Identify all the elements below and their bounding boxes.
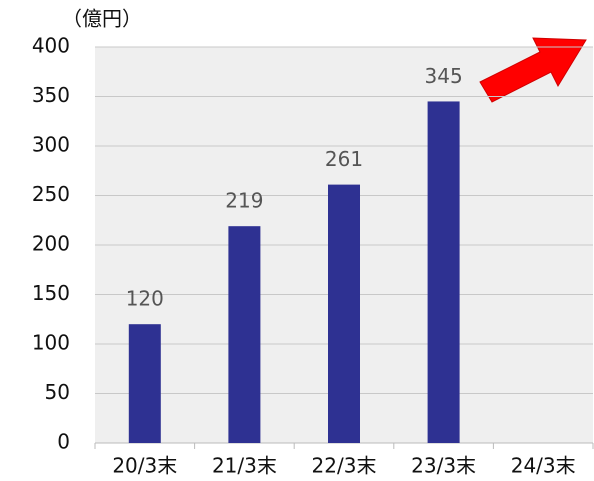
- y-tick-label: 150: [32, 281, 70, 305]
- bar: [128, 324, 161, 443]
- bar: [328, 184, 360, 444]
- bar: [427, 101, 460, 443]
- y-axis-label: （億円）: [62, 7, 142, 31]
- value-label: 219: [225, 189, 263, 213]
- y-tick-label: 200: [32, 232, 70, 256]
- value-label: 120: [126, 287, 164, 311]
- value-label: 345: [425, 64, 463, 88]
- y-tick-label: 50: [45, 380, 70, 404]
- y-tick-label: 0: [57, 430, 70, 454]
- bar: [228, 226, 261, 443]
- y-tick-label: 250: [32, 182, 70, 206]
- y-tick-label: 400: [32, 34, 70, 58]
- x-tick-label: 23/3末: [411, 454, 476, 478]
- x-tick-label: 21/3末: [212, 454, 277, 478]
- x-tick-label: 22/3末: [312, 454, 377, 478]
- x-tick-label: 20/3末: [112, 454, 177, 478]
- value-label: 261: [325, 147, 363, 171]
- y-tick-label: 350: [32, 83, 70, 107]
- y-tick-label: 100: [32, 331, 70, 355]
- x-tick-label: 24/3末: [511, 454, 576, 478]
- y-tick-label: 300: [32, 133, 70, 157]
